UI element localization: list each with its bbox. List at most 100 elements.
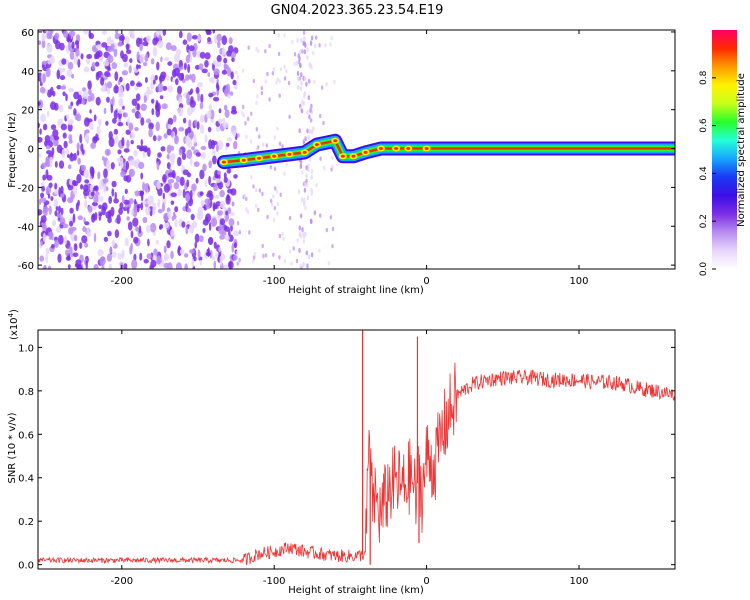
- noise-mark: [68, 246, 73, 255]
- noise-mark: [300, 37, 303, 43]
- noise-mark: [261, 191, 264, 197]
- noise-mark: [331, 155, 334, 160]
- noise-mark: [140, 103, 147, 112]
- noise-mark: [305, 173, 308, 179]
- signal-peak-mark: [363, 150, 368, 154]
- noise-mark: [214, 194, 220, 199]
- noise-mark: [178, 30, 183, 39]
- noise-mark: [302, 30, 306, 35]
- noise-mark: [188, 49, 191, 59]
- colorbar: [712, 30, 737, 269]
- noise-mark: [52, 129, 59, 138]
- noise-mark: [295, 258, 299, 264]
- noise-mark: [217, 170, 222, 175]
- noise-mark: [60, 207, 64, 215]
- noise-mark: [319, 156, 322, 161]
- noise-mark: [233, 174, 238, 179]
- noise-mark: [217, 181, 224, 190]
- noise-mark: [139, 53, 145, 64]
- noise-mark: [309, 40, 313, 46]
- signal-peak-mark: [314, 143, 319, 147]
- noise-mark: [117, 157, 124, 164]
- noise-mark: [308, 78, 311, 84]
- noise-mark: [140, 172, 144, 180]
- noise-mark: [231, 57, 235, 63]
- noise-mark: [100, 87, 105, 92]
- noise-mark: [179, 176, 185, 186]
- noise-mark: [89, 122, 94, 131]
- noise-mark: [192, 190, 196, 196]
- noise-mark: [61, 67, 66, 73]
- noise-mark: [208, 221, 212, 231]
- noise-mark: [199, 101, 204, 110]
- noise-mark: [80, 143, 84, 152]
- noise-mark: [130, 208, 134, 216]
- noise-mark: [147, 238, 150, 247]
- noise-mark: [84, 242, 89, 248]
- noise-mark: [100, 195, 104, 203]
- noise-mark: [304, 205, 307, 210]
- noise-mark: [199, 124, 205, 134]
- noise-mark: [136, 64, 139, 70]
- noise-mark: [38, 198, 42, 205]
- noise-mark: [183, 253, 189, 258]
- noise-mark: [162, 202, 165, 212]
- chart-title: GN04.2023.365.23.54.E19: [271, 3, 444, 18]
- noise-mark: [103, 183, 107, 193]
- noise-mark: [109, 246, 113, 254]
- noise-mark: [198, 235, 204, 243]
- noise-mark: [285, 68, 288, 74]
- noise-mark: [273, 67, 276, 72]
- noise-mark: [62, 132, 67, 139]
- noise-mark: [133, 236, 139, 244]
- noise-mark: [144, 183, 150, 188]
- noise-mark: [47, 193, 51, 199]
- signal-peak-mark: [241, 158, 246, 162]
- noise-mark: [238, 230, 242, 235]
- noise-mark: [255, 100, 258, 106]
- noise-mark: [274, 186, 277, 191]
- noise-mark: [170, 200, 175, 205]
- noise-mark: [312, 79, 316, 85]
- noise-mark: [95, 71, 100, 81]
- noise-mark: [60, 185, 64, 194]
- noise-mark: [129, 159, 136, 166]
- noise-mark: [248, 230, 251, 235]
- noise-mark: [223, 176, 228, 183]
- noise-mark: [130, 80, 135, 87]
- noise-mark: [66, 153, 70, 158]
- noise-mark: [54, 32, 60, 40]
- noise-mark: [212, 30, 216, 34]
- noise-mark: [319, 213, 322, 218]
- noise-mark: [95, 61, 100, 67]
- noise-mark: [232, 79, 237, 86]
- noise-mark: [111, 180, 117, 188]
- noise-mark: [156, 239, 159, 245]
- noise-mark: [331, 164, 334, 169]
- noise-mark: [252, 78, 256, 84]
- noise-mark: [199, 114, 205, 123]
- noise-mark: [163, 183, 170, 193]
- noise-mark: [68, 139, 73, 144]
- noise-mark: [174, 135, 179, 145]
- noise-mark: [288, 114, 291, 120]
- noise-mark: [283, 33, 286, 38]
- noise-mark: [126, 139, 130, 149]
- noise-mark: [189, 99, 196, 108]
- noise-mark: [315, 35, 318, 40]
- noise-mark: [202, 227, 206, 234]
- noise-mark: [159, 224, 164, 229]
- noise-mark: [40, 113, 46, 123]
- y-tick-label: 0.2: [18, 517, 34, 528]
- noise-mark: [226, 67, 232, 77]
- noise-mark: [255, 127, 258, 132]
- noise-mark: [106, 81, 113, 89]
- noise-mark: [181, 152, 187, 160]
- noise-mark: [164, 57, 170, 62]
- noise-mark: [45, 67, 51, 78]
- noise-mark: [275, 80, 278, 85]
- noise-mark: [264, 253, 268, 258]
- noise-mark: [247, 45, 250, 50]
- noise-mark: [48, 205, 52, 215]
- noise-mark: [119, 202, 124, 210]
